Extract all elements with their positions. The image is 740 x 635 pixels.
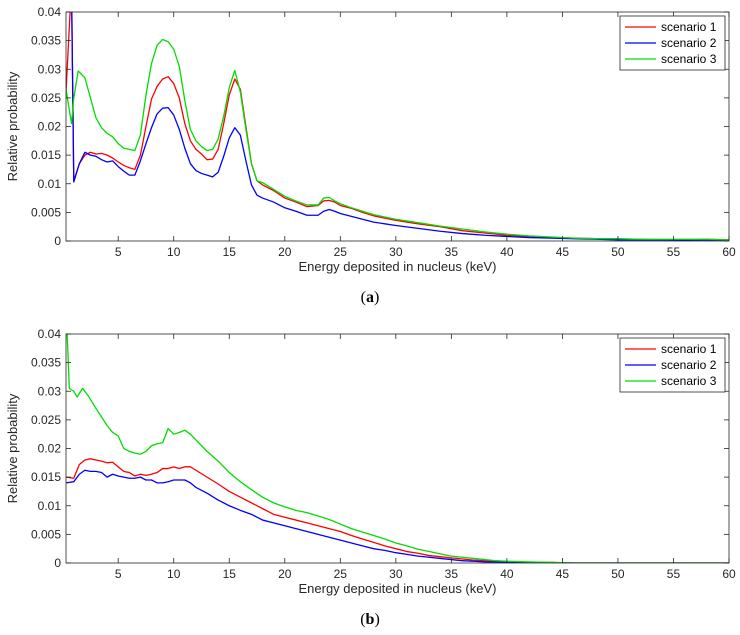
y-tick-label: 0.025 bbox=[31, 91, 61, 105]
x-tick-label: 10 bbox=[167, 245, 181, 259]
x-tick-label: 40 bbox=[500, 245, 514, 259]
panel-b: 5 10 15 20 25 30 35 40 45 50 55 60 0 0.005 0.01 0.015 0.… bbox=[5, 327, 736, 596]
y-tick-label: 0.01 bbox=[38, 499, 62, 513]
legend-label-scenario-1: scenario 1 bbox=[661, 20, 717, 34]
x-tick-label: 20 bbox=[278, 567, 292, 581]
series-line-scenario-3 bbox=[66, 334, 729, 563]
y-tick-label: 0.01 bbox=[38, 177, 62, 191]
series-lines bbox=[66, 12, 729, 241]
y-tick-label: 0.005 bbox=[31, 527, 61, 541]
y-tick-label: 0 bbox=[54, 556, 61, 570]
legend: scenario 1 scenario 2 scenario 3 bbox=[619, 337, 726, 393]
x-tick-label: 45 bbox=[556, 245, 570, 259]
legend-label-scenario-3: scenario 3 bbox=[661, 52, 717, 66]
x-tick-label: 15 bbox=[223, 567, 237, 581]
y-tick-label: 0.035 bbox=[31, 34, 61, 48]
y-tick-label: 0.02 bbox=[38, 442, 62, 456]
x-tick-label: 45 bbox=[556, 567, 570, 581]
y-tick-label: 0.005 bbox=[31, 205, 61, 219]
y-axis-label: Relative probability bbox=[5, 71, 20, 181]
y-tick-label: 0.025 bbox=[31, 413, 61, 427]
y-axis-label: Relative probability bbox=[5, 393, 20, 503]
x-axis-label: Energy deposited in nucleus (keV) bbox=[298, 259, 496, 274]
x-tick-label: 60 bbox=[722, 567, 736, 581]
legend-label-scenario-2: scenario 2 bbox=[661, 36, 717, 50]
x-tick-label: 5 bbox=[115, 567, 122, 581]
series-line-scenario-1 bbox=[66, 458, 729, 563]
x-tick-label: 60 bbox=[722, 245, 736, 259]
x-tick-label: 30 bbox=[389, 245, 403, 259]
x-tick-label: 55 bbox=[667, 245, 681, 259]
panel-a: 5 10 15 20 25 30 35 40 45 50 55 60 0 0.005 0.01 0.015 0.… bbox=[5, 5, 736, 274]
series-line-scenario-2 bbox=[66, 469, 729, 563]
series-line-scenario-2 bbox=[71, 12, 729, 241]
legend-label-scenario-1: scenario 1 bbox=[661, 342, 717, 356]
y-tick-label: 0.015 bbox=[31, 470, 61, 484]
y-tick-label: 0.04 bbox=[38, 5, 62, 19]
series-lines bbox=[66, 334, 729, 563]
x-tick-label: 20 bbox=[278, 245, 292, 259]
y-tick-label: 0.04 bbox=[38, 327, 62, 341]
legend: scenario 1 scenario 2 scenario 3 bbox=[619, 15, 726, 71]
legend-label-scenario-3: scenario 3 bbox=[661, 374, 717, 388]
x-tick-label: 10 bbox=[167, 567, 181, 581]
x-tick-label: 35 bbox=[445, 567, 459, 581]
x-tick-label: 35 bbox=[445, 245, 459, 259]
y-tick-label: 0 bbox=[54, 234, 61, 248]
series-line-scenario-3 bbox=[66, 38, 729, 241]
x-tick-label: 5 bbox=[115, 245, 122, 259]
x-tick-label: 30 bbox=[389, 567, 403, 581]
x-axis-label: Energy deposited in nucleus (keV) bbox=[298, 581, 496, 596]
plot-area bbox=[66, 334, 729, 563]
y-tick-label: 0.035 bbox=[31, 356, 61, 370]
plot-area bbox=[66, 12, 729, 241]
x-tick-label: 55 bbox=[667, 567, 681, 581]
y-tick-label: 0.02 bbox=[38, 120, 62, 134]
x-tick-label: 25 bbox=[334, 245, 348, 259]
caption-a: (a) bbox=[360, 289, 380, 306]
y-tick-label: 0.015 bbox=[31, 148, 61, 162]
x-tick-label: 50 bbox=[611, 245, 625, 259]
y-tick-label: 0.03 bbox=[38, 62, 62, 76]
legend-label-scenario-2: scenario 2 bbox=[661, 358, 717, 372]
x-tick-label: 40 bbox=[500, 567, 514, 581]
y-tick-label: 0.03 bbox=[38, 384, 62, 398]
x-tick-label: 15 bbox=[223, 245, 237, 259]
x-tick-label: 50 bbox=[611, 567, 625, 581]
caption-b: (b) bbox=[360, 611, 380, 628]
x-tick-label: 25 bbox=[334, 567, 348, 581]
